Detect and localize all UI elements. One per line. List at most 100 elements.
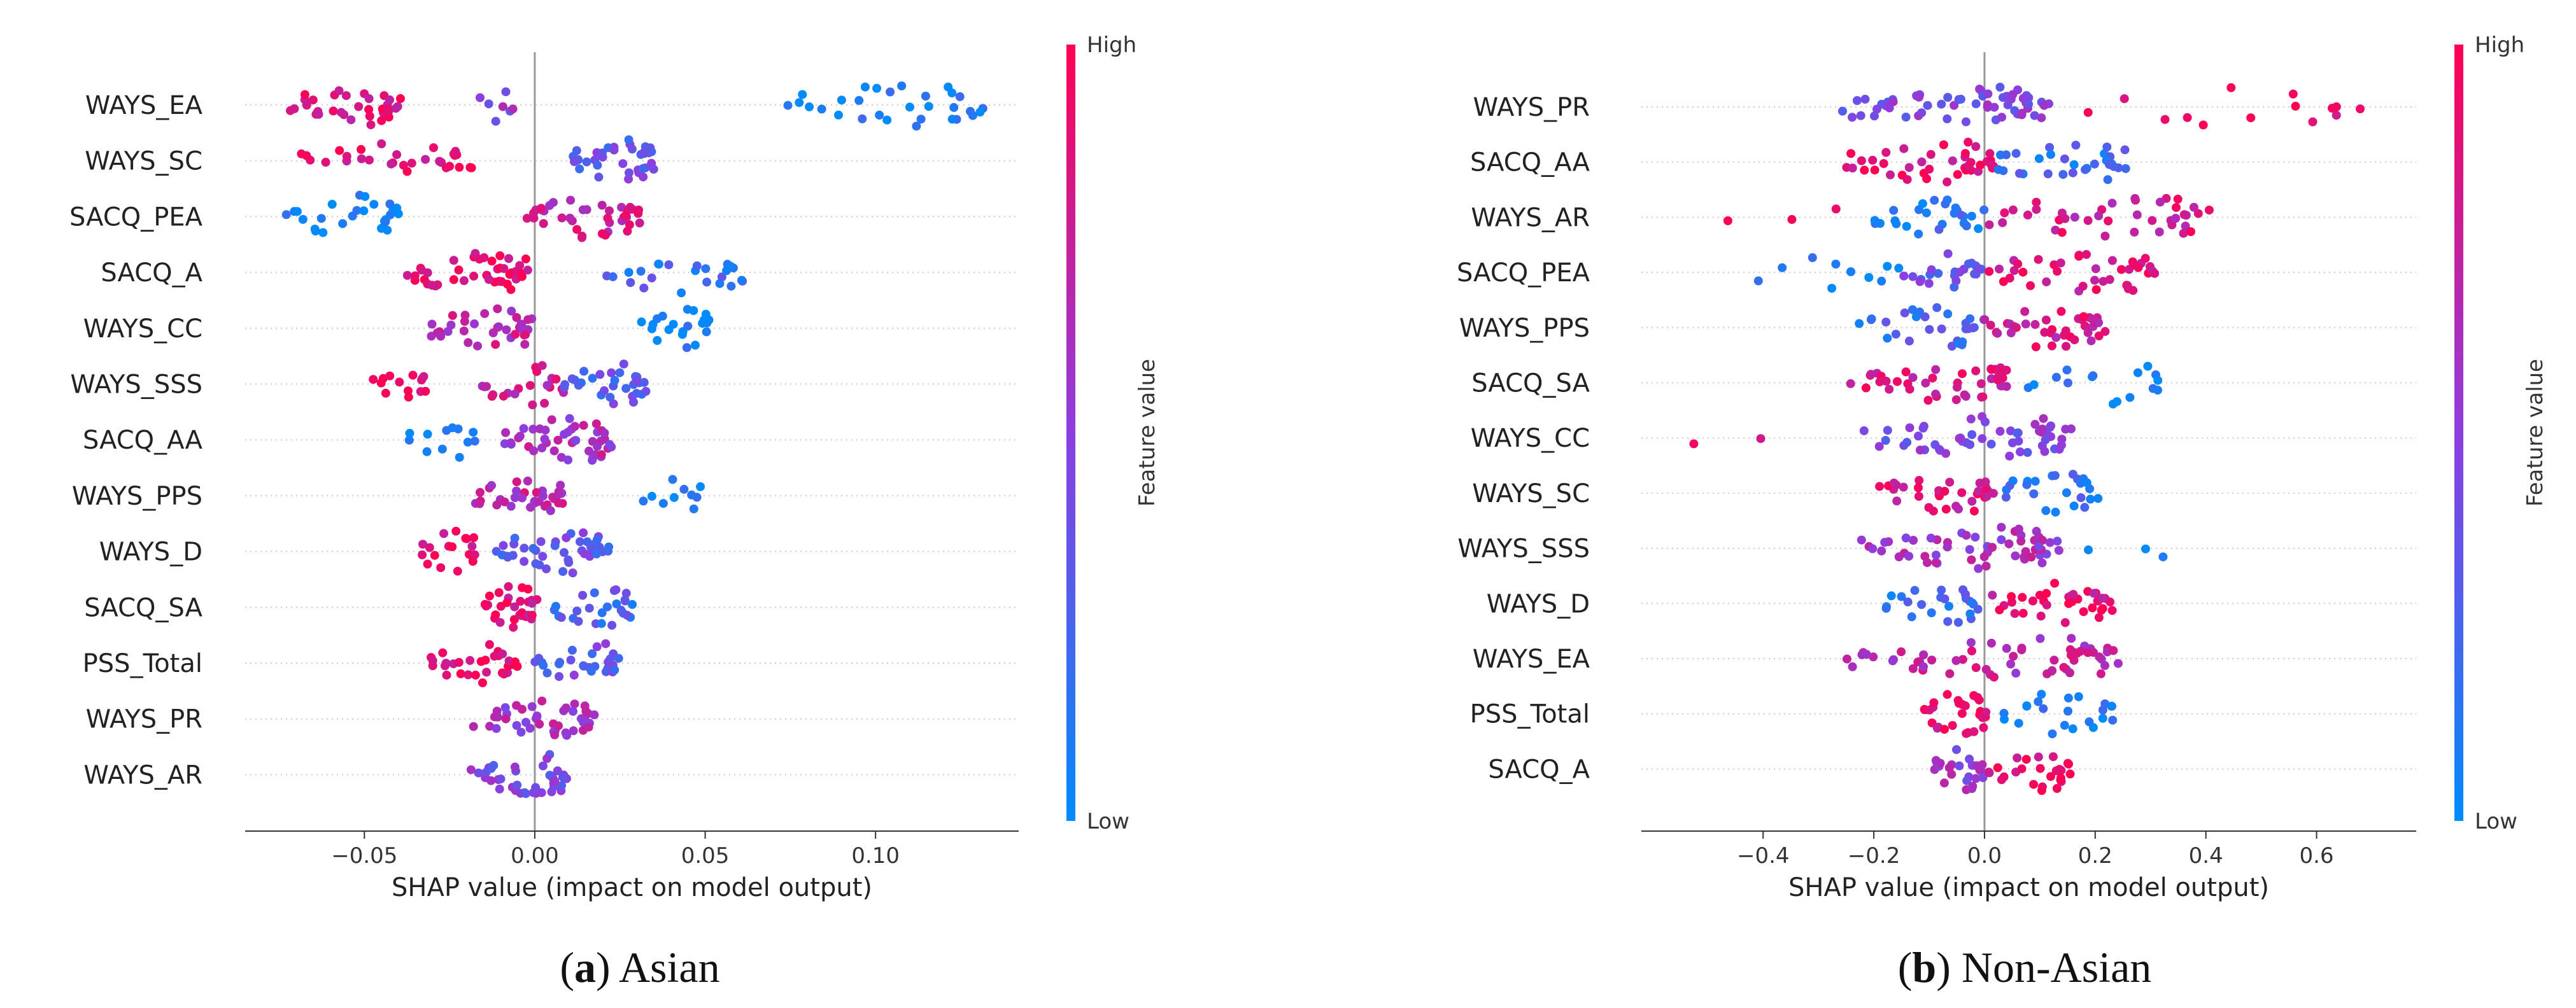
- shap-point: [2098, 604, 2107, 613]
- shap-point: [2037, 424, 2047, 434]
- shap-point: [2048, 752, 2058, 762]
- shap-point: [1902, 175, 1912, 185]
- shap-point: [491, 340, 500, 349]
- shap-point: [489, 760, 499, 770]
- shap-point: [423, 268, 432, 277]
- shap-point: [2125, 393, 2135, 402]
- shap-point: [947, 88, 957, 97]
- shap-point: [1848, 113, 1857, 122]
- shap-point: [1988, 543, 1997, 552]
- shap-point: [1889, 206, 1899, 215]
- shap-point: [1971, 99, 1981, 109]
- shap-point: [522, 214, 532, 223]
- shap-point: [1958, 655, 1967, 664]
- shap-point: [1899, 482, 1908, 492]
- shap-point: [520, 340, 530, 349]
- shap-point: [1877, 546, 1886, 556]
- shap-point: [2068, 168, 2077, 178]
- shap-point: [590, 588, 599, 598]
- shap-point: [499, 264, 509, 273]
- shap-point: [545, 771, 555, 780]
- shap-point: [1975, 766, 1985, 775]
- shap-point: [2088, 371, 2098, 381]
- panel-asian: −0.05 0.00 0.05 0.10 SHAP value (impact on m…: [69, 32, 1160, 991]
- shap-point: [428, 656, 437, 665]
- shap-point: [1993, 375, 2002, 385]
- shap-point: [556, 613, 566, 622]
- shap-point: [365, 155, 374, 165]
- shap-point: [342, 151, 351, 161]
- shap-point: [550, 541, 560, 550]
- shap-point: [605, 393, 615, 402]
- shap-point: [2067, 634, 2076, 643]
- shap-point: [2041, 435, 2050, 445]
- shap-point: [1978, 773, 1988, 783]
- shap-point: [480, 382, 490, 391]
- shap-point: [2006, 659, 2016, 669]
- shap-point: [2040, 447, 2049, 456]
- shap-point: [1905, 384, 1914, 394]
- shap-point: [585, 552, 595, 561]
- shap-point: [453, 566, 462, 576]
- shap-point: [608, 272, 618, 281]
- shap-point: [897, 81, 907, 90]
- shap-point: [2105, 275, 2114, 284]
- shap-point: [1943, 177, 1952, 186]
- shap-point: [2132, 210, 2142, 220]
- shap-point: [1901, 367, 1911, 377]
- colorbar-high-label: High: [1087, 32, 1136, 58]
- shap-point: [2120, 145, 2130, 155]
- shap-point: [540, 435, 549, 444]
- shap-point: [2016, 447, 2025, 457]
- shap-point: [419, 372, 428, 381]
- shap-point: [2107, 606, 2117, 615]
- shap-point: [2100, 661, 2109, 670]
- shap-point: [916, 115, 926, 124]
- shap-point: [476, 487, 485, 497]
- shap-point: [1971, 533, 1980, 542]
- shap-point: [1917, 157, 1927, 167]
- shap-point: [2009, 652, 2018, 661]
- shap-point: [612, 599, 621, 608]
- shap-point: [484, 275, 493, 284]
- shap-point: [2035, 764, 2045, 773]
- shap-point: [1990, 102, 1999, 112]
- colorbar: [2454, 45, 2463, 821]
- shap-point: [1919, 421, 1928, 431]
- shap-point: [385, 371, 395, 381]
- shap-point: [2160, 115, 2170, 124]
- shap-point: [1956, 94, 1965, 104]
- shap-point: [598, 148, 607, 158]
- shap-point: [569, 726, 578, 736]
- shap-point: [520, 543, 529, 553]
- shap-point: [455, 452, 464, 462]
- shap-point: [2123, 281, 2132, 290]
- shap-point: [486, 776, 496, 785]
- shap-point: [600, 428, 609, 438]
- shap-point: [1979, 723, 1988, 732]
- shap-point: [467, 542, 477, 551]
- shap-point: [2093, 494, 2103, 503]
- shap-point: [574, 617, 583, 626]
- shap-point: [1967, 430, 1977, 439]
- shap-point: [449, 149, 458, 158]
- shap-point: [691, 340, 700, 350]
- shap-point: [2048, 729, 2057, 739]
- shap-point: [531, 783, 541, 792]
- shap-point: [399, 160, 408, 170]
- shap-point: [2100, 326, 2110, 336]
- shap-point: [2356, 104, 2365, 114]
- shap-point: [385, 199, 395, 209]
- shap-point: [300, 90, 309, 99]
- shap-point: [635, 218, 644, 228]
- shap-point: [2047, 341, 2056, 351]
- shap-point: [1927, 265, 1936, 274]
- shap-point: [2204, 206, 2214, 215]
- shap-point: [540, 398, 549, 408]
- shap-point: [516, 727, 526, 737]
- shap-point: [2030, 319, 2040, 329]
- shap-point: [625, 168, 633, 178]
- shap-point: [2084, 545, 2093, 555]
- shap-point: [1904, 336, 1914, 346]
- shap-point: [2064, 759, 2073, 769]
